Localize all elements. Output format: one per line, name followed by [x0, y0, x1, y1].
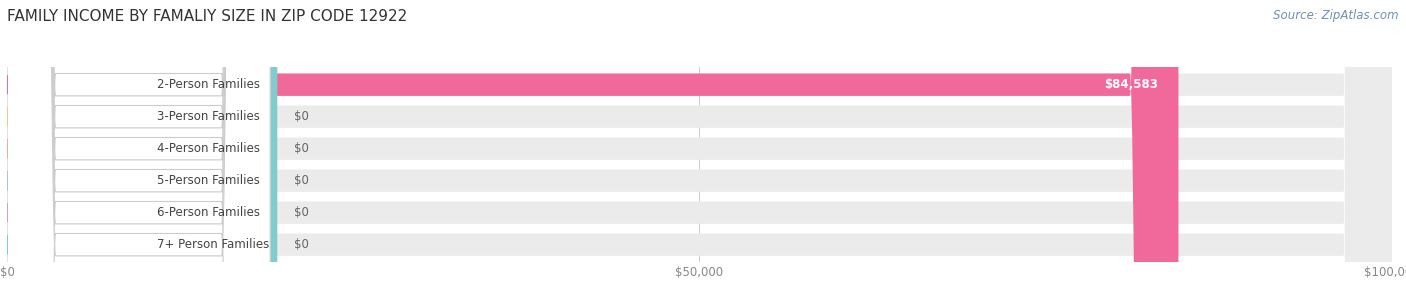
FancyBboxPatch shape [7, 0, 270, 305]
FancyBboxPatch shape [7, 0, 270, 305]
Text: $84,583: $84,583 [1104, 78, 1157, 91]
Text: Source: ZipAtlas.com: Source: ZipAtlas.com [1274, 9, 1399, 22]
Text: $0: $0 [294, 142, 308, 155]
Text: 4-Person Families: 4-Person Families [157, 142, 260, 155]
FancyBboxPatch shape [7, 0, 1392, 305]
FancyBboxPatch shape [7, 0, 277, 305]
FancyBboxPatch shape [7, 0, 1392, 305]
FancyBboxPatch shape [7, 0, 277, 305]
FancyBboxPatch shape [7, 0, 1392, 305]
FancyBboxPatch shape [7, 0, 1178, 305]
Text: $0: $0 [294, 174, 308, 187]
FancyBboxPatch shape [7, 0, 277, 305]
FancyBboxPatch shape [7, 0, 277, 305]
Text: 3-Person Families: 3-Person Families [157, 110, 260, 123]
Text: 5-Person Families: 5-Person Families [157, 174, 260, 187]
Text: $0: $0 [294, 110, 308, 123]
Text: $0: $0 [294, 238, 308, 251]
Text: FAMILY INCOME BY FAMALIY SIZE IN ZIP CODE 12922: FAMILY INCOME BY FAMALIY SIZE IN ZIP COD… [7, 9, 408, 24]
FancyBboxPatch shape [7, 0, 1392, 305]
FancyBboxPatch shape [7, 0, 270, 305]
FancyBboxPatch shape [7, 0, 270, 305]
Text: 6-Person Families: 6-Person Families [157, 206, 260, 219]
FancyBboxPatch shape [7, 0, 277, 305]
Text: $0: $0 [294, 206, 308, 219]
FancyBboxPatch shape [7, 0, 270, 305]
Text: 7+ Person Families: 7+ Person Families [157, 238, 270, 251]
Text: 2-Person Families: 2-Person Families [157, 78, 260, 91]
FancyBboxPatch shape [7, 0, 1392, 305]
FancyBboxPatch shape [7, 0, 1392, 305]
FancyBboxPatch shape [7, 0, 270, 305]
